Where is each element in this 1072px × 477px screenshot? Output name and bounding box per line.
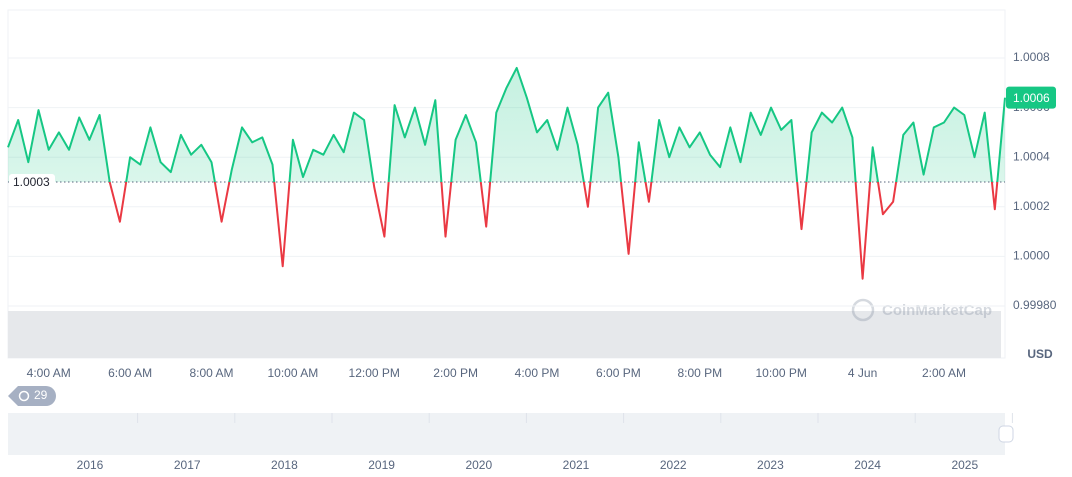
navigator-label: 2024 [854, 458, 881, 472]
x-tick-label: 8:00 PM [677, 366, 722, 380]
area [8, 67, 1005, 183]
x-tick-label: 10:00 PM [755, 366, 806, 380]
navigator-label: 2019 [368, 458, 395, 472]
x-tick-label: 2:00 PM [433, 366, 478, 380]
y-tick-label: 1.0004 [1013, 149, 1050, 163]
x-tick-label: 8:00 AM [189, 366, 233, 380]
x-tick-label: 4:00 AM [27, 366, 71, 380]
badge-text: 29 [34, 388, 48, 402]
navigator-label: 2022 [660, 458, 687, 472]
x-tick-label: 6:00 PM [596, 366, 641, 380]
y-tick-label: 1.0008 [1013, 50, 1050, 64]
x-tick-label: 4:00 PM [515, 366, 560, 380]
baseline-label-box [9, 174, 55, 190]
y-tick-label: 1.0002 [1013, 199, 1050, 213]
navigator-label: 2025 [951, 458, 978, 472]
x-tick-label: 4 Jun [848, 366, 877, 380]
x-tick-label: 2:00 AM [922, 366, 966, 380]
currency-label: USD [1027, 347, 1053, 361]
price-line [7, 66, 1006, 280]
navigator-label: 2020 [465, 458, 492, 472]
x-tick-label: 12:00 PM [349, 366, 400, 380]
navigator-label: 2016 [77, 458, 104, 472]
navigator-label: 2023 [757, 458, 784, 472]
navigator-handle[interactable] [998, 425, 1014, 443]
x-tick-label: 6:00 AM [108, 366, 152, 380]
badge[interactable]: 29 [8, 386, 56, 406]
volume-band [8, 311, 1001, 358]
price-label-box [1006, 86, 1056, 109]
y-tick-label: 1.0000 [1013, 249, 1050, 263]
baseline-label: 1.0003 [13, 175, 50, 189]
price-label: 1.0006 [1013, 91, 1050, 105]
y-tick-label: 0.99980 [1013, 298, 1057, 312]
watermark-text: CoinMarketCap [882, 302, 992, 319]
navigator [8, 413, 1005, 455]
navigator-label: 2018 [271, 458, 298, 472]
x-tick-label: 10:00 AM [268, 366, 319, 380]
navigator-label: 2017 [174, 458, 201, 472]
navigator-label: 2021 [563, 458, 590, 472]
